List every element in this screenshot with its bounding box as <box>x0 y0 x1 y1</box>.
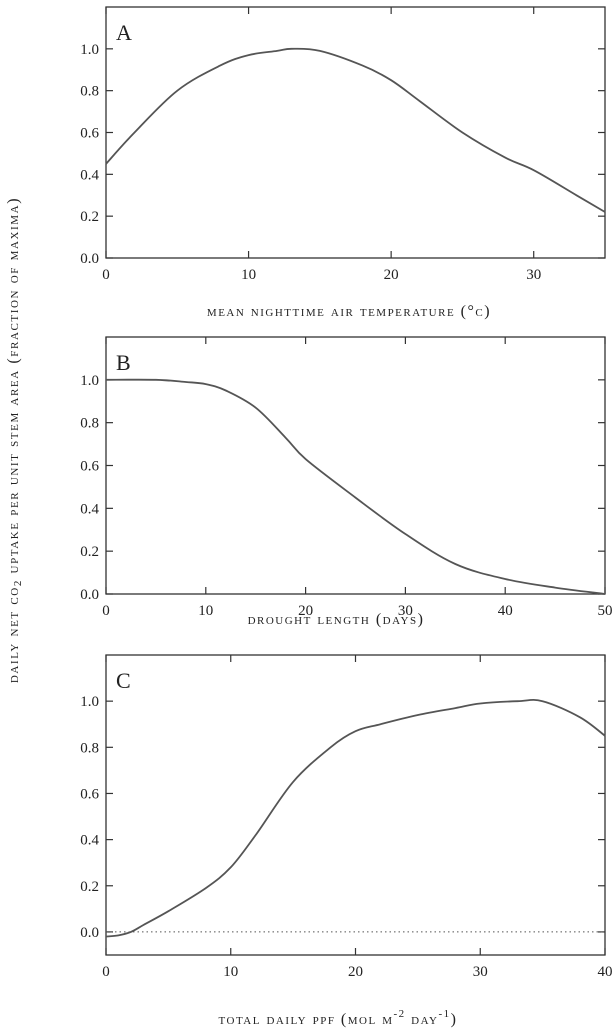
y-tick-label: 1.0 <box>80 373 99 389</box>
panel-letter-b: B <box>116 350 131 375</box>
y-axis-label-prefix: daily net co <box>5 586 22 683</box>
y-tick-label: 0.6 <box>80 786 99 802</box>
data-curve-c <box>105 699 606 938</box>
x-tick-label: 0 <box>102 603 110 619</box>
y-tick-label: 0.2 <box>80 544 99 560</box>
x-tick-label: 20 <box>348 964 363 980</box>
y-tick-label: 0.4 <box>80 167 99 183</box>
y-tick-label: 0.8 <box>80 84 99 100</box>
y-tick-label: 0.0 <box>80 251 99 267</box>
x-tick-label: 30 <box>398 603 413 619</box>
x-tick-label: 10 <box>223 964 238 980</box>
x-tick-label: 20 <box>298 603 313 619</box>
y-tick-label: 1.0 <box>80 42 99 58</box>
x-axis-label-c-end: ) <box>451 1011 458 1028</box>
plot-frame-a <box>105 6 606 259</box>
y-axis-label-subscript: 2 <box>12 579 24 586</box>
x-axis-label-c-sup2: -1 <box>438 1008 450 1020</box>
y-tick-label: 0.4 <box>80 501 99 517</box>
y-tick-label: 0.0 <box>80 925 99 941</box>
x-axis-label-c: total daily ppf (mol m-2 day-1) <box>219 1008 458 1028</box>
x-axis-label-a: mean nighttime air temperature (°c) <box>207 303 491 320</box>
panel-letter-c: C <box>116 668 131 693</box>
y-axis-label: daily net co2 uptake per unit stem area … <box>5 197 24 683</box>
x-axis-label-b: drought length (days) <box>248 611 425 628</box>
x-tick-label: 40 <box>498 603 513 619</box>
x-tick-label: 0 <box>102 964 110 980</box>
y-tick-label: 0.6 <box>80 126 99 142</box>
y-tick-label: 0.4 <box>80 833 99 849</box>
x-tick-label: 10 <box>198 603 213 619</box>
y-axis-label-suffix: uptake per unit stem area (fraction of m… <box>5 197 22 579</box>
x-tick-label: 30 <box>526 267 541 283</box>
y-tick-label: 0.0 <box>80 587 99 603</box>
x-axis-label-c-sup1: -2 <box>393 1008 405 1020</box>
x-tick-label: 50 <box>598 603 613 619</box>
x-tick-label: 40 <box>598 964 613 980</box>
y-tick-label: 0.2 <box>80 879 99 895</box>
x-tick-label: 10 <box>241 267 256 283</box>
y-tick-label: 1.0 <box>80 694 99 710</box>
data-curve-b <box>105 378 606 595</box>
panel-c: 0.0 0.2 0.4 0.6 0.8 1.0 0 10 20 30 40 C <box>80 654 613 980</box>
panel-letter-a: A <box>116 20 132 45</box>
panel-a: 0.0 0.2 0.4 0.6 0.8 1.0 0 10 20 30 A <box>80 6 606 283</box>
x-axis-label-c-main: total daily ppf (mol m <box>219 1011 394 1028</box>
y-tick-label: 0.6 <box>80 459 99 475</box>
y-tick-label: 0.2 <box>80 209 99 225</box>
data-curve-a <box>105 47 606 213</box>
y-tick-label: 0.8 <box>80 416 99 432</box>
x-tick-label: 20 <box>384 267 399 283</box>
plot-frame-b <box>105 336 606 595</box>
y-tick-label: 0.8 <box>80 740 99 756</box>
x-tick-label: 30 <box>473 964 488 980</box>
x-axis-label-c-mid: day <box>406 1011 439 1028</box>
panel-b: 0.0 0.2 0.4 0.6 0.8 1.0 0 10 20 30 40 50 B <box>80 336 613 619</box>
x-tick-label: 0 <box>102 267 110 283</box>
